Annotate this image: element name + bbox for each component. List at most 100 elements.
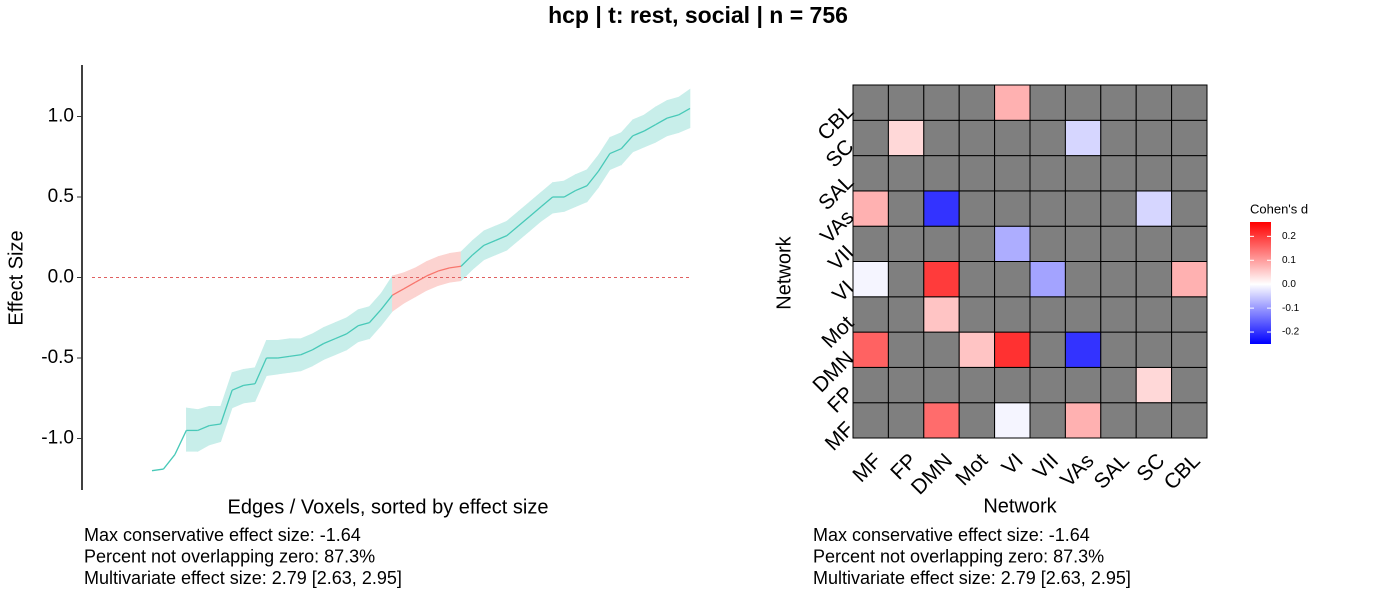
line-segment xyxy=(174,430,187,455)
heatmap-cell xyxy=(1064,331,1102,368)
heatmap-cell xyxy=(1171,190,1208,227)
heatmap-cell xyxy=(1171,119,1208,157)
heatmap-cell xyxy=(958,155,996,192)
line-segment xyxy=(460,254,473,267)
legend-tick-label: 0.1 xyxy=(1282,255,1296,266)
line-segment xyxy=(369,309,382,324)
heatmap-cell xyxy=(923,225,960,262)
x-tick-label: VAs xyxy=(1056,449,1098,491)
ribbon xyxy=(380,274,393,327)
heatmap-cell xyxy=(1100,402,1137,439)
heatmap-cell xyxy=(1100,296,1137,333)
line-segment xyxy=(220,389,233,425)
heatmap-cell xyxy=(958,190,996,227)
heatmap-cell xyxy=(958,366,996,404)
line-segment xyxy=(563,190,576,198)
x-tick-label: MF xyxy=(848,449,886,487)
heatmap-cell xyxy=(958,119,996,157)
heatmap-cell xyxy=(994,190,1031,227)
line-segment xyxy=(632,130,645,137)
heatmap-cell xyxy=(1029,331,1066,368)
heatmap-cell xyxy=(1064,261,1102,298)
heatmap-cell xyxy=(1135,190,1173,227)
line-segment xyxy=(289,354,301,358)
heatmap-cell xyxy=(1029,296,1066,333)
heatmap-cell xyxy=(958,84,996,121)
heatmap-cell xyxy=(1064,296,1102,333)
heatmap-cell xyxy=(1064,190,1102,227)
line-segment xyxy=(655,117,668,126)
legend-bar xyxy=(1250,222,1271,344)
heatmap-cell xyxy=(923,119,960,157)
heatmap-cell xyxy=(923,402,960,439)
stat-note: Multivariate effect size: 2.79 [2.63, 2.… xyxy=(813,568,1131,588)
y-tick-label: SAL xyxy=(814,170,858,214)
heatmap-cell xyxy=(1100,225,1137,262)
ribbon xyxy=(643,106,656,148)
heatmap-cell xyxy=(994,261,1031,298)
heatmap-cell xyxy=(958,225,996,262)
heatmap-cell xyxy=(1100,119,1137,157)
heatmap-cell xyxy=(1029,366,1066,404)
heatmap-cell xyxy=(1100,366,1137,404)
legend-title: Cohen's d xyxy=(1250,201,1308,216)
heatmap-cell xyxy=(1171,155,1208,192)
heatmap-cell xyxy=(887,261,925,298)
x-tick-label: VI xyxy=(997,449,1027,479)
y-tick-label: -0.5 xyxy=(41,347,74,368)
line-segment xyxy=(426,270,439,277)
heatmap-cell xyxy=(887,84,925,121)
heatmap-cell xyxy=(887,366,925,404)
heatmap-cell xyxy=(994,296,1031,333)
ribbon xyxy=(197,405,210,452)
line-segment xyxy=(414,275,428,283)
heatmap-cell xyxy=(1135,84,1173,121)
line-segment xyxy=(597,153,611,172)
line-segment xyxy=(620,135,634,150)
heatmap-cell xyxy=(1135,155,1173,192)
line-segment xyxy=(517,215,531,227)
line-segment xyxy=(643,123,656,132)
x-tick-label: CBL xyxy=(1160,449,1205,494)
y-axis-label: Network xyxy=(773,235,795,309)
heatmap-cell xyxy=(1135,296,1173,333)
line-segment xyxy=(575,185,588,192)
heatmap-cell xyxy=(852,331,889,368)
legend-tick-label: 0.2 xyxy=(1282,231,1296,242)
heatmap-cell xyxy=(958,331,996,368)
heatmap-cell xyxy=(1064,402,1102,439)
y-axis-label: Effect Size xyxy=(5,230,27,325)
heatmap-cell xyxy=(958,402,996,439)
y-tick-label: 0.0 xyxy=(48,267,74,288)
line-segment xyxy=(392,288,405,296)
heatmap-cell xyxy=(1100,261,1137,298)
stat-note: Max conservative effect size: -1.64 xyxy=(84,525,361,545)
line-segment xyxy=(243,383,256,387)
heatmap-cell xyxy=(887,402,925,439)
heatmap-cell xyxy=(1100,84,1137,121)
y-tick-label: VAs xyxy=(816,206,858,248)
y-tick-label: CBL xyxy=(813,100,858,145)
stat-note: Percent not overlapping zero: 87.3% xyxy=(813,546,1104,566)
y-tick-label: 0.5 xyxy=(48,186,74,207)
heatmap-cell xyxy=(923,155,960,192)
line-segment xyxy=(300,349,313,356)
heatmap-cell xyxy=(852,119,889,157)
line-segment xyxy=(540,196,554,208)
heatmap-cell xyxy=(1029,225,1066,262)
line-segment xyxy=(529,206,542,217)
heatmap-cell xyxy=(994,84,1031,121)
heatmap-cell xyxy=(852,402,889,439)
heatmap-cell xyxy=(1135,331,1173,368)
heatmap-cell xyxy=(887,155,925,192)
heatmap-cell xyxy=(1171,402,1208,439)
line-segment xyxy=(403,281,416,290)
heatmap-cell xyxy=(887,225,925,262)
heatmap-cell xyxy=(1064,84,1102,121)
heatmap-cell xyxy=(1171,366,1208,404)
line-segment xyxy=(483,239,496,246)
heatmap-cell xyxy=(923,366,960,404)
x-tick-label: Mot xyxy=(951,449,992,490)
line-segment xyxy=(586,170,599,187)
